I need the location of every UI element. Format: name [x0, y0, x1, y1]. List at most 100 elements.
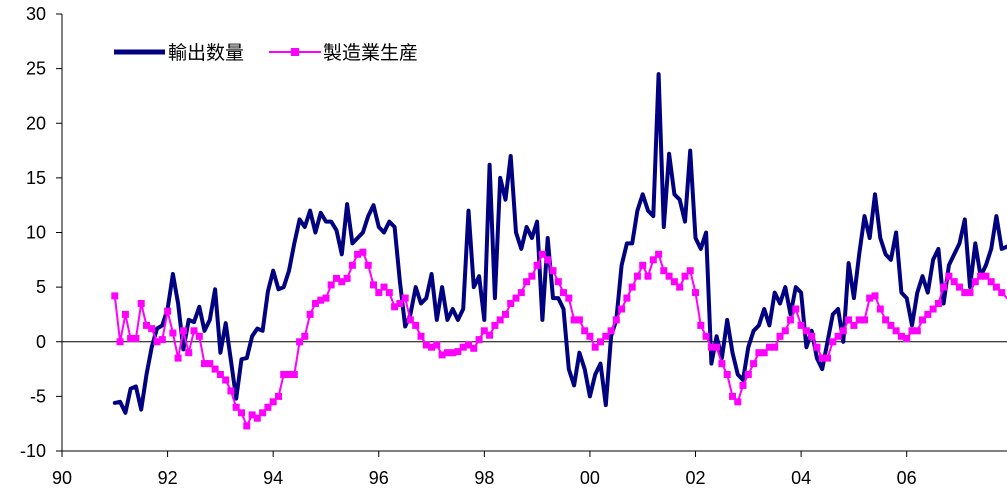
data-point-marker	[433, 341, 441, 349]
data-point-marker	[116, 338, 124, 346]
y-tick-label: 30	[26, 4, 46, 24]
data-point-marker	[269, 398, 277, 406]
data-point-marker	[612, 316, 620, 324]
data-point-marker	[834, 332, 842, 340]
data-point-marker	[364, 261, 372, 269]
data-point-marker	[692, 289, 699, 297]
data-point-marker	[560, 289, 567, 297]
data-point-marker	[744, 371, 752, 378]
data-point-marker	[982, 272, 990, 280]
data-point-marker	[776, 332, 784, 340]
data-point-marker	[897, 332, 905, 340]
legend: 輸出数量 製造業生産	[114, 42, 418, 64]
data-point-marker	[697, 321, 705, 329]
data-point-marker	[354, 250, 362, 258]
data-point-marker	[544, 256, 552, 264]
data-point-marker	[454, 348, 462, 356]
data-point-marker	[528, 272, 536, 280]
data-point-marker	[280, 371, 288, 378]
y-tick-label: -5	[30, 386, 46, 406]
data-point-marker	[486, 331, 494, 339]
x-tick-label: 94	[263, 468, 283, 488]
data-point-marker	[992, 283, 1000, 291]
data-point-marker	[438, 351, 446, 359]
data-point-marker	[781, 327, 789, 335]
data-point-marker	[533, 261, 541, 269]
data-point-marker	[633, 272, 641, 280]
data-point-marker	[681, 272, 689, 280]
data-point-marker	[248, 411, 256, 419]
data-point-marker	[343, 274, 351, 282]
data-point-marker	[259, 409, 267, 417]
x-tick-label: 04	[791, 468, 811, 488]
data-point-marker	[565, 294, 573, 302]
data-point-marker	[649, 256, 657, 264]
series-layer	[111, 72, 1007, 430]
data-point-marker	[665, 272, 673, 280]
data-point-marker	[861, 316, 868, 324]
data-point-marker	[676, 283, 684, 291]
data-point-marker	[428, 343, 436, 351]
data-point-marker	[164, 307, 172, 315]
x-axis-ticks: 90 92 94 96 98 00 02 04 06	[52, 451, 917, 488]
data-point-marker	[739, 381, 747, 389]
data-point-marker	[729, 392, 736, 400]
data-point-marker	[174, 354, 182, 362]
data-point-marker	[127, 335, 135, 342]
data-point-marker	[792, 305, 800, 313]
data-point-marker	[602, 332, 610, 340]
y-tick-label: 25	[26, 59, 46, 79]
data-point-marker	[802, 327, 810, 335]
data-point-marker	[496, 316, 504, 324]
x-tick-label: 98	[474, 468, 494, 488]
data-point-marker	[396, 300, 404, 307]
data-point-marker	[169, 329, 177, 337]
data-point-marker	[760, 349, 768, 357]
data-point-marker	[185, 349, 193, 357]
data-point-marker	[417, 332, 425, 340]
data-point-marker	[670, 278, 678, 286]
data-point-marker	[359, 248, 367, 256]
data-point-marker	[977, 272, 985, 280]
x-tick-label: 92	[158, 468, 178, 488]
data-point-marker	[195, 332, 203, 340]
data-point-marker	[222, 376, 230, 384]
data-point-marker	[718, 360, 726, 368]
data-point-marker	[311, 300, 319, 307]
data-point-marker	[232, 403, 240, 411]
data-point-marker	[813, 343, 821, 351]
data-point-marker	[998, 289, 1006, 297]
data-point-marker	[380, 283, 388, 291]
data-point-marker	[903, 335, 911, 342]
x-tick-label: 02	[686, 468, 706, 488]
data-point-marker	[216, 371, 224, 378]
data-point-marker	[771, 343, 779, 351]
data-point-marker	[644, 272, 652, 280]
data-point-marker	[470, 344, 478, 352]
data-point-marker	[929, 305, 937, 313]
data-point-marker	[132, 335, 140, 342]
data-point-marker	[253, 414, 261, 422]
data-point-marker	[934, 300, 942, 307]
data-point-marker	[845, 316, 853, 324]
data-point-marker	[586, 332, 594, 340]
data-point-marker	[971, 278, 979, 286]
data-point-marker	[290, 371, 298, 378]
y-tick-label: 10	[26, 223, 46, 243]
data-point-marker	[591, 343, 599, 351]
data-point-marker	[734, 398, 742, 406]
data-point-marker	[570, 316, 578, 324]
y-tick-label: 15	[26, 168, 46, 188]
data-point-marker	[449, 349, 457, 357]
series-exports	[112, 72, 1007, 415]
data-point-marker	[143, 321, 150, 329]
data-point-marker	[755, 349, 763, 357]
data-point-marker	[137, 300, 145, 307]
data-point-marker	[723, 371, 731, 378]
data-point-marker	[966, 289, 974, 297]
data-point-marker	[491, 321, 499, 329]
data-point-marker	[945, 272, 953, 280]
data-point-marker	[475, 336, 483, 344]
data-point-marker	[797, 321, 805, 329]
